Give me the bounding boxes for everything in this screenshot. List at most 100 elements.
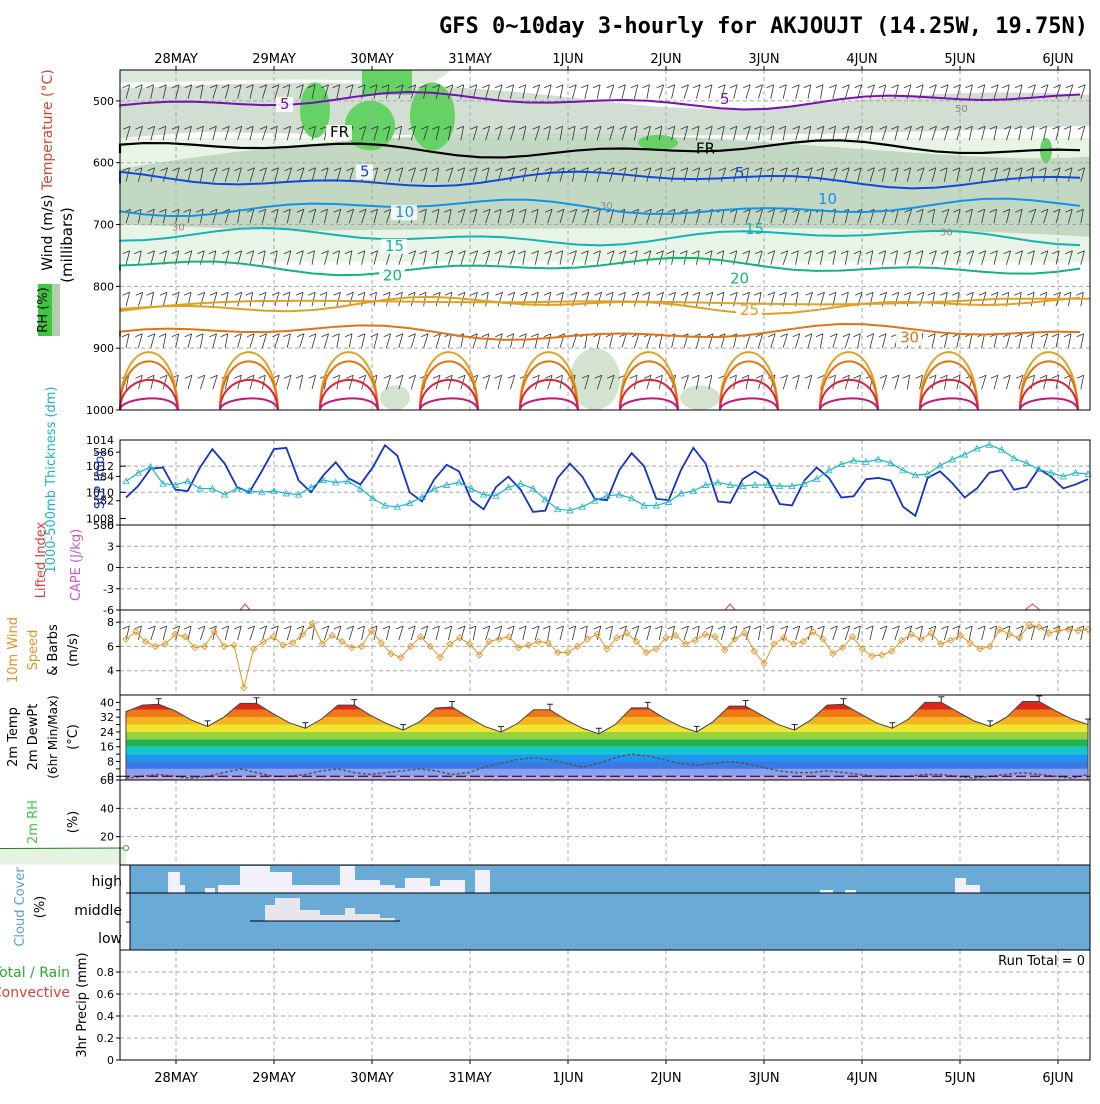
upper-barb-flag [333,167,342,172]
upper-barbs [121,84,1086,390]
upper-barb-flag [766,84,774,89]
upper-barb-flag [742,291,750,296]
cloud-axis-unit: (%) [33,896,48,919]
upper-barb [410,333,416,348]
upper-barb [237,167,242,182]
wind-barb-flag [234,625,242,630]
upper-barb [398,167,404,182]
upper-barb-flag [445,167,454,172]
upper-barb-flag [940,250,949,255]
upper-barb-flag [555,374,563,379]
cloud-high-bar [966,885,980,893]
wind-speed-point [1005,630,1014,638]
upper-barb-flag [1026,333,1035,338]
thickness-point [677,489,685,497]
upper-barb-flag [1027,291,1035,296]
upper-barb-flag [878,84,886,89]
upper-barb-flag [1065,208,1073,213]
upper-barb [609,250,615,265]
upper-barb-flag [418,291,427,296]
upper-barb-flag [308,291,316,296]
wind-barb-flag [1027,625,1036,630]
upper-barb [559,84,564,99]
upper-barb-flag [333,208,341,213]
upper-barb [299,375,304,390]
upper-barb-flag [158,333,167,338]
isotherm-label: 10 [818,190,837,208]
wind-speed-point [387,650,395,658]
upper-barb-flag [332,250,340,255]
upper-barb-flag [171,208,180,213]
isotherm-label-bg [356,164,373,180]
upper-barb [857,126,862,141]
upper-barb-flag [792,125,800,130]
bl-contour [119,378,179,411]
rh-ytick-label: 20 [100,831,114,844]
upper-barb [435,167,440,182]
upper-barb-flag [209,333,217,338]
upper-barb-flag [916,291,925,296]
isotherm-label-bg [379,268,405,284]
precip-ytick-label: 0.6 [97,988,115,1001]
upper-barb [671,126,676,141]
wind-barb-flag [148,625,156,630]
upper-barb-flag [891,125,899,130]
thickness-point [516,479,525,487]
run-total-label: Run Total = 0 [998,954,1085,969]
bl-contour [919,397,979,411]
cloud-layer-label: low [98,931,122,947]
wind-speed-point [711,633,719,641]
rh-blob [410,82,455,151]
wind-speed-point [132,628,140,636]
upper-barb-flag [246,250,254,255]
upper-barb-flag [470,291,478,296]
upper-barb-flag [878,250,886,255]
upper-barb [361,209,367,224]
upper-barb-flag [630,167,638,172]
cloud-mid-bar [320,915,345,921]
upper-barb [497,250,503,265]
wind-barb [150,625,156,641]
upper-barb-flag [319,125,328,130]
li-ytick-label: 6 [107,519,114,532]
thickness-point [603,492,611,499]
upper-barb-flag [470,374,478,379]
upper-barb-flag [630,250,638,255]
upper-barb [547,84,552,99]
upper-barb-flag [767,250,775,255]
wind-speed-point [122,635,130,643]
upper-barb [1006,250,1012,265]
upper-barb-flag [408,250,416,255]
thickness-point [973,444,981,452]
wind-barb-flag [321,625,330,630]
upper-barb [956,126,962,141]
upper-barb-flag [842,374,850,379]
upper-barb-flag [382,291,391,296]
upper-barb [857,250,862,265]
upper-barb-flag [755,84,763,89]
upper-barb-flag [915,250,924,255]
upper-barb [572,167,576,182]
upper-barb-flag [654,125,662,130]
upper-barb [150,250,155,265]
upper-barb [150,84,154,99]
upper-barb-flag [1063,333,1072,338]
upper-barb [249,292,254,307]
upper-barb-flag [346,291,354,296]
upper-barb [609,209,614,224]
upper-barb-flag [184,125,192,130]
wind-barb-flag [247,625,255,630]
upper-barb [510,84,515,99]
wind-barb-flag [507,625,515,630]
bl-contour [419,378,479,411]
upper-barb [745,209,751,224]
wind-barb-flag [568,625,576,630]
wind-barb-flag [753,625,762,630]
thickness-point [862,458,870,465]
wind-speed-point [554,648,562,657]
upper-barb [262,126,268,141]
upper-barb [621,292,626,307]
upper-barb [844,84,850,99]
upper-barb-flag [381,84,390,89]
upper-barb-flag [1015,374,1024,379]
